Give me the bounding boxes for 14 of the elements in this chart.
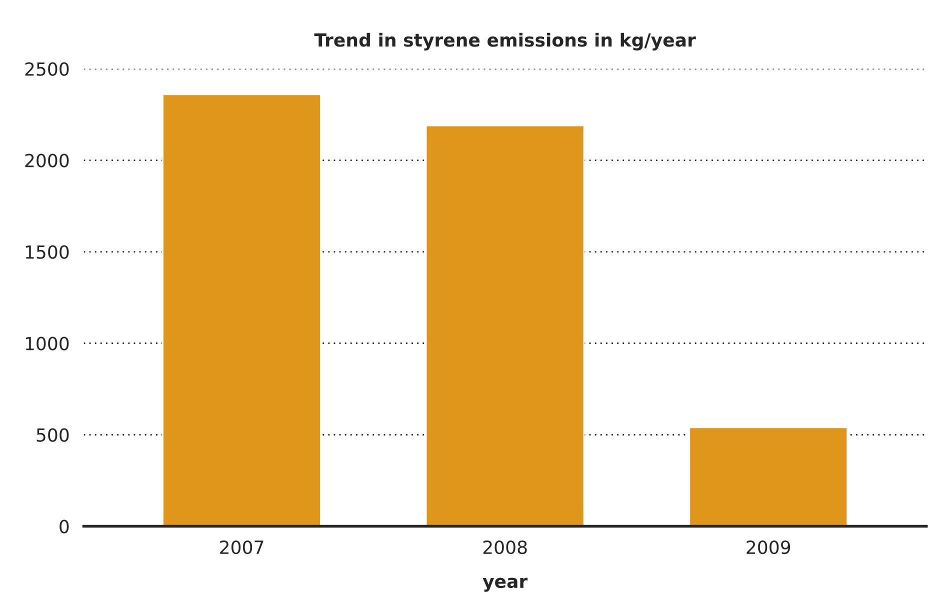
x-tick-label: 2009: [746, 540, 790, 554]
x-axis-title: year: [482, 578, 528, 592]
y-tick-label: 2000: [25, 154, 69, 168]
bar: [162, 94, 322, 526]
y-tick-label: 0: [60, 520, 69, 534]
chart-title: Trend in styrene emissions in kg/year: [314, 32, 696, 50]
bar: [688, 426, 848, 526]
y-tick-label: 1500: [26, 245, 69, 259]
y-tick-label: 1000: [26, 336, 69, 350]
x-tick-label: 2007: [220, 540, 264, 554]
y-tick-label: 500: [36, 428, 69, 442]
x-tick-label: 2008: [483, 540, 527, 554]
bar: [425, 124, 585, 526]
y-tick-label: 2500: [25, 62, 69, 76]
